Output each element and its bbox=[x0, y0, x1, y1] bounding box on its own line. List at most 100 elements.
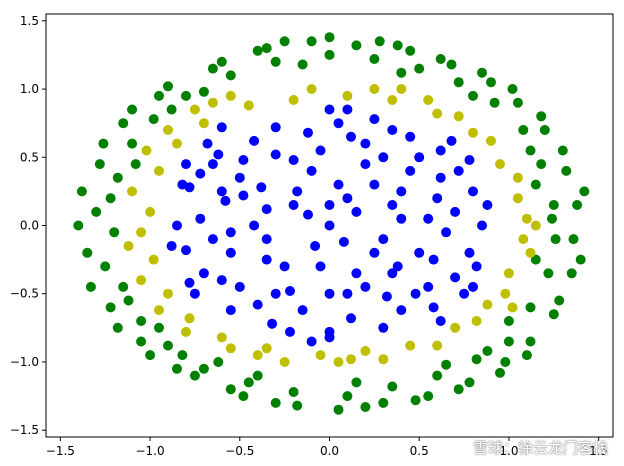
scatter-point bbox=[503, 336, 514, 347]
scatter-point bbox=[154, 90, 164, 101]
scatter-point bbox=[432, 370, 443, 381]
scatter-point bbox=[163, 340, 173, 351]
scatter-point bbox=[195, 213, 206, 224]
scatter-point bbox=[207, 234, 218, 245]
scatter-point bbox=[435, 54, 446, 64]
scatter-point bbox=[261, 343, 272, 354]
scatter-point bbox=[471, 354, 482, 365]
scatter-point bbox=[213, 357, 224, 367]
scatter-point bbox=[252, 350, 263, 361]
scatter-point bbox=[572, 200, 583, 210]
scatter-point bbox=[207, 97, 218, 108]
scatter-point bbox=[346, 313, 356, 324]
scatter-point bbox=[285, 326, 295, 337]
scatter-point bbox=[261, 234, 272, 245]
scatter-point bbox=[387, 200, 398, 210]
scatter-point bbox=[154, 322, 164, 333]
scatter-point bbox=[105, 193, 116, 204]
scatter-point bbox=[387, 268, 398, 279]
scatter-point bbox=[315, 261, 326, 272]
x-tick-label: −1.0 bbox=[135, 444, 164, 458]
scatter-point bbox=[91, 206, 102, 217]
scatter-point bbox=[184, 277, 195, 288]
scatter-point bbox=[525, 336, 536, 347]
scatter-point bbox=[471, 316, 482, 326]
scatter-point bbox=[360, 281, 371, 292]
scatter-point bbox=[100, 261, 111, 272]
scatter-point bbox=[213, 149, 224, 160]
scatter-point bbox=[374, 36, 385, 47]
scatter-point bbox=[338, 236, 349, 247]
scatter-point bbox=[405, 131, 416, 142]
scatter-point bbox=[288, 387, 299, 397]
scatter-point bbox=[123, 295, 134, 306]
scatter-point bbox=[468, 281, 478, 292]
scatter-point bbox=[163, 125, 173, 135]
scatter-point bbox=[112, 172, 123, 183]
scatter-point bbox=[249, 220, 260, 231]
scatter-point bbox=[288, 155, 299, 165]
scatter-point bbox=[303, 209, 313, 220]
scatter-point bbox=[252, 370, 263, 381]
scatter-point bbox=[464, 247, 475, 258]
scatter-point bbox=[566, 268, 577, 279]
scatter-point bbox=[521, 213, 532, 224]
scatter-point bbox=[279, 36, 290, 47]
scatter-point bbox=[378, 322, 389, 333]
scatter-point bbox=[306, 84, 317, 94]
scatter-point bbox=[333, 357, 344, 367]
scatter-point bbox=[261, 204, 272, 215]
scatter-point bbox=[575, 254, 586, 265]
scatter-point bbox=[410, 395, 421, 406]
scatter-point bbox=[423, 95, 434, 105]
scatter-point bbox=[141, 145, 152, 156]
scatter-point bbox=[127, 104, 138, 115]
scatter-point bbox=[189, 370, 200, 381]
scatter-point bbox=[220, 195, 231, 206]
scatter-point bbox=[238, 190, 249, 201]
scatter-point bbox=[324, 49, 335, 60]
scatter-point bbox=[198, 268, 209, 279]
scatter-point bbox=[136, 227, 147, 238]
scatter-point bbox=[270, 149, 281, 160]
scatter-point bbox=[76, 186, 87, 197]
scatter-point bbox=[198, 86, 209, 97]
scatter-point bbox=[351, 268, 362, 279]
scatter-point bbox=[292, 186, 303, 197]
scatter-point bbox=[369, 54, 380, 64]
scatter-point bbox=[73, 220, 84, 231]
scatter-point bbox=[270, 288, 281, 299]
scatter-point bbox=[163, 81, 173, 92]
scatter-point bbox=[378, 354, 389, 365]
scatter-point bbox=[561, 165, 572, 176]
scatter-point bbox=[145, 350, 156, 361]
scatter-point bbox=[464, 377, 475, 388]
scatter-point bbox=[432, 340, 443, 351]
scatter-point bbox=[216, 122, 227, 133]
scatter-point bbox=[525, 302, 536, 313]
scatter-point bbox=[148, 254, 159, 265]
scatter-point bbox=[324, 200, 335, 210]
scatter-point bbox=[486, 77, 496, 88]
scatter-point bbox=[369, 179, 380, 190]
data-points bbox=[73, 32, 590, 415]
scatter-point bbox=[324, 104, 335, 115]
scatter-point bbox=[428, 254, 439, 265]
scatter-point bbox=[369, 84, 380, 94]
x-tick-label: 0.5 bbox=[410, 444, 429, 458]
scatter-point bbox=[130, 159, 141, 170]
scatter-point bbox=[446, 59, 457, 70]
scatter-point bbox=[446, 135, 457, 146]
scatter-point bbox=[85, 281, 96, 292]
scatter-point bbox=[387, 381, 398, 392]
scatter-point bbox=[554, 295, 565, 306]
scatter-point bbox=[489, 97, 500, 108]
scatter-point bbox=[342, 193, 353, 204]
scatter-point bbox=[202, 138, 213, 149]
scatter-point bbox=[181, 245, 191, 256]
scatter-point bbox=[252, 45, 263, 56]
scatter-point bbox=[441, 227, 452, 238]
scatter-point bbox=[297, 59, 308, 70]
scatter-point bbox=[512, 172, 523, 183]
scatter-point bbox=[482, 299, 493, 310]
